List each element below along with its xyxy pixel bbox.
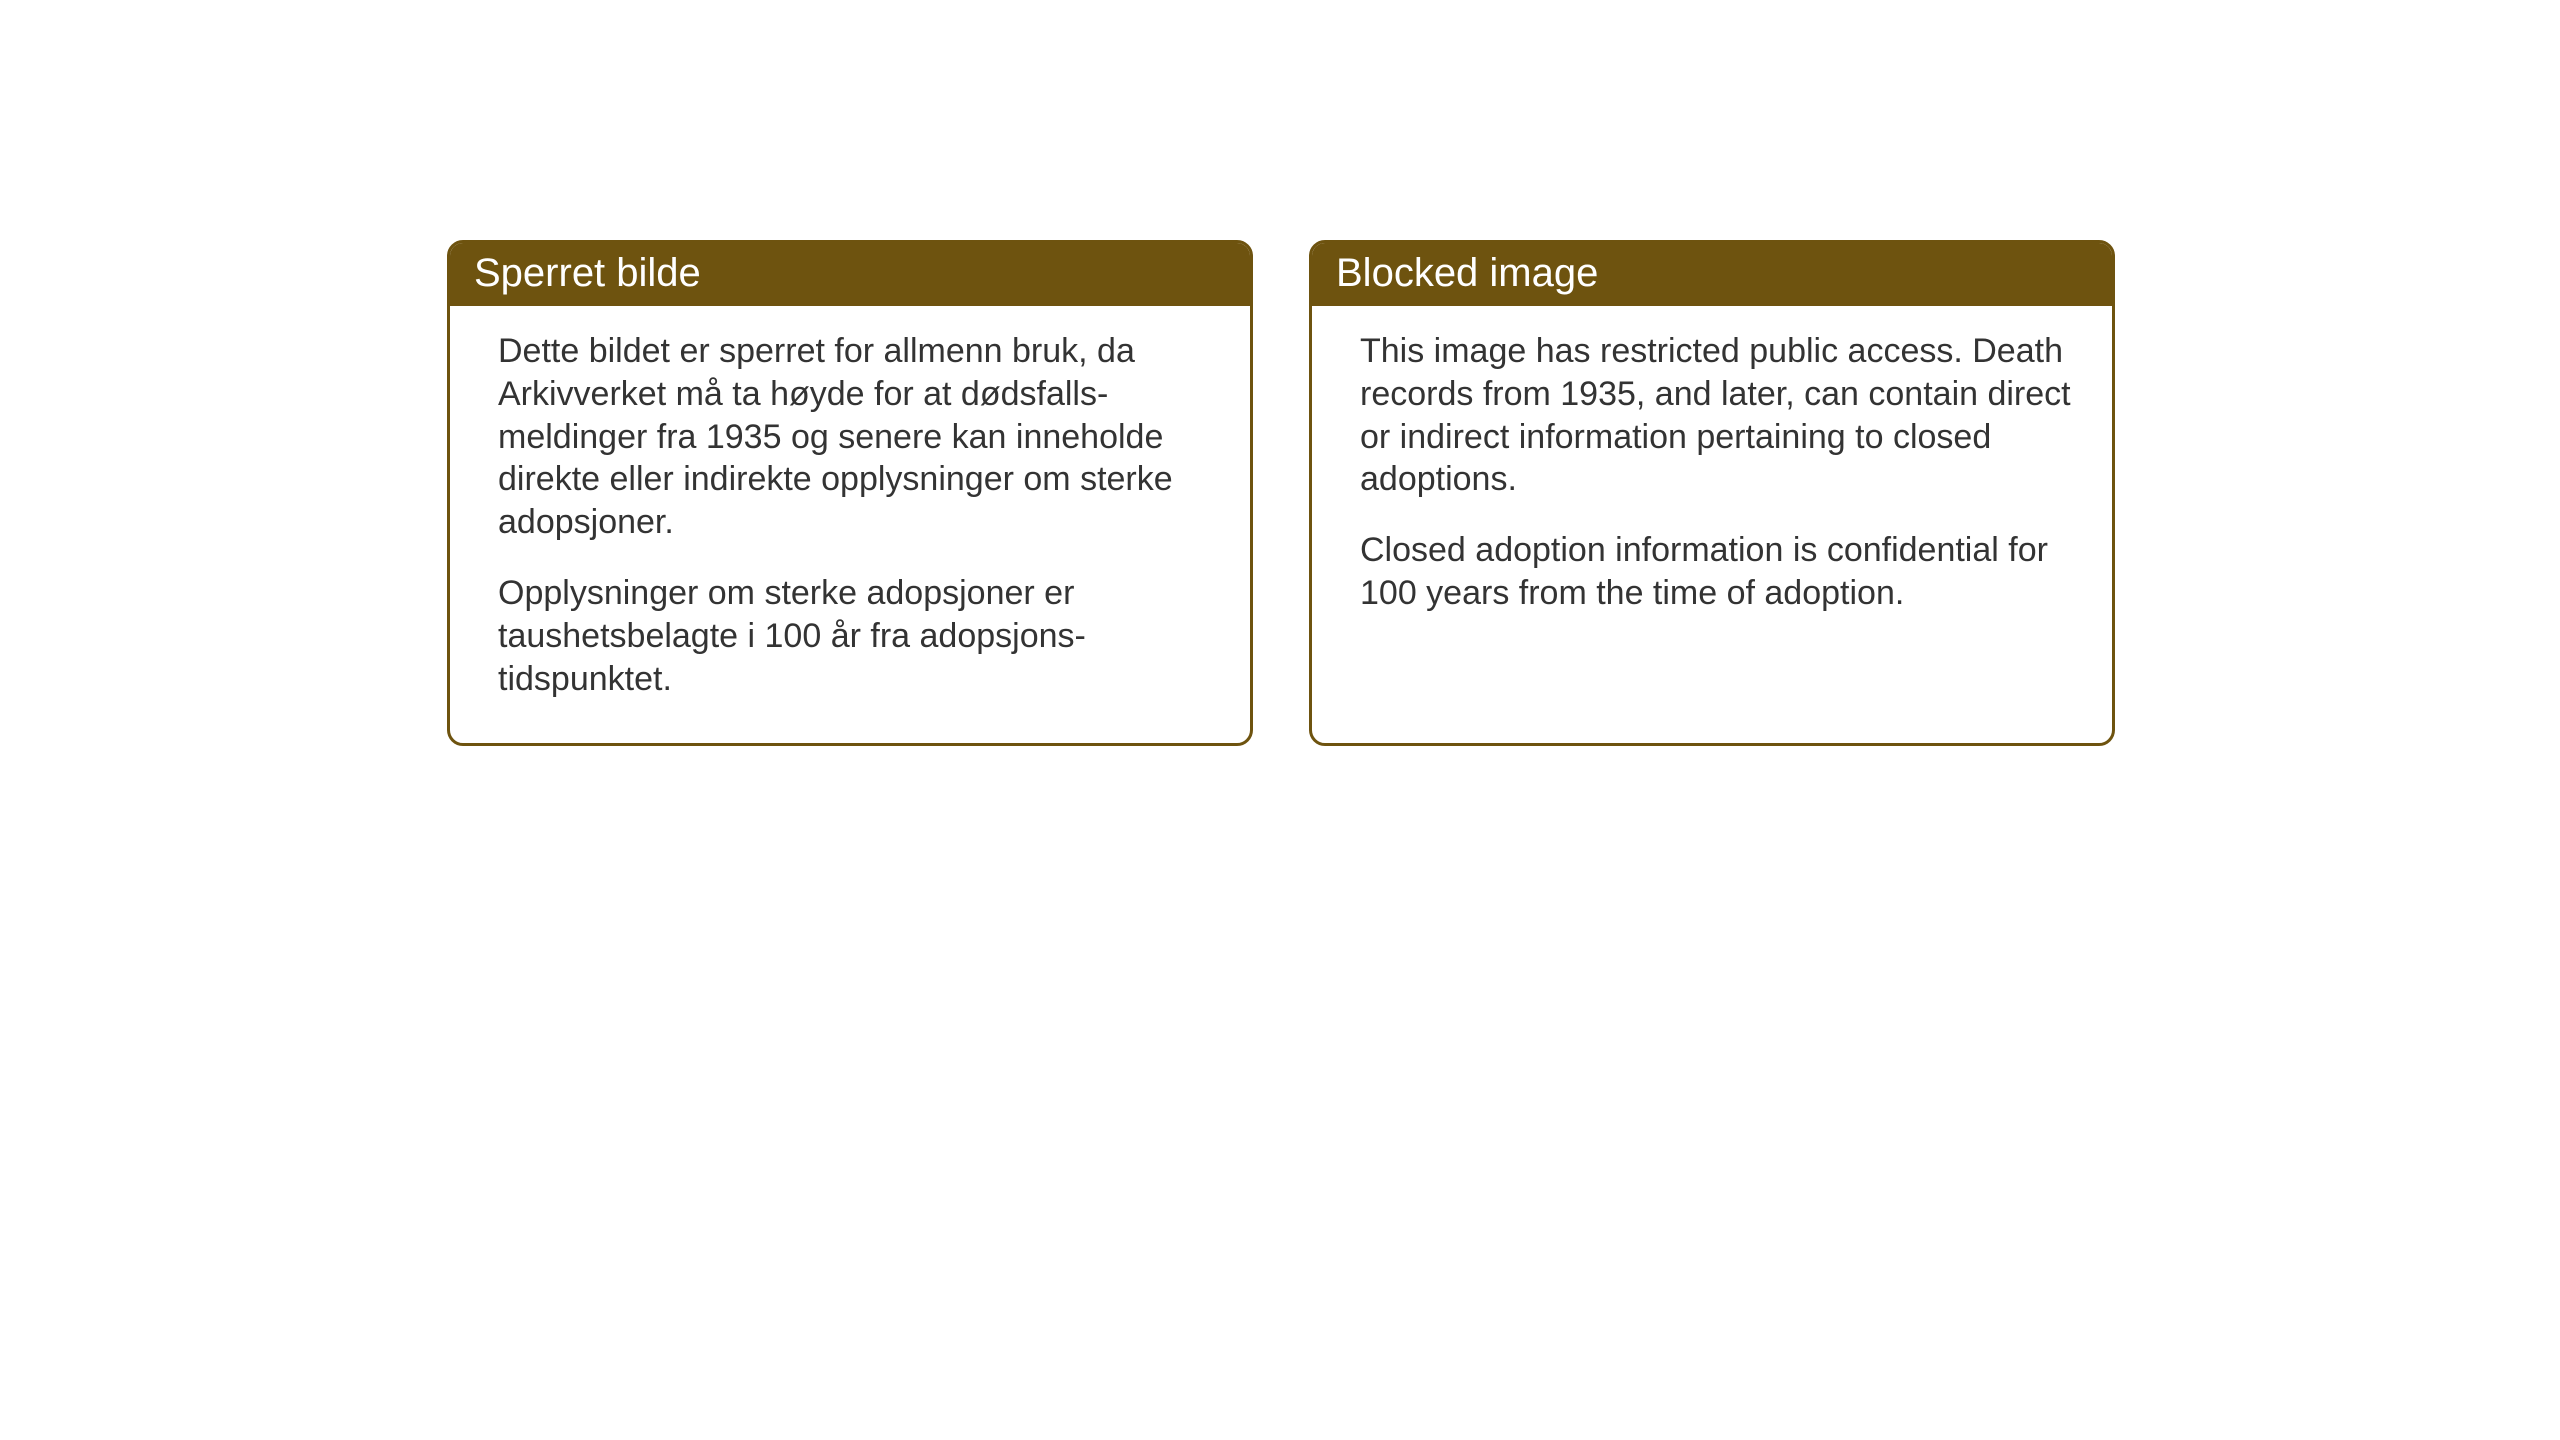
panel-norwegian: Sperret bilde Dette bildet er sperret fo…: [447, 240, 1253, 746]
panel-english: Blocked image This image has restricted …: [1309, 240, 2115, 746]
panel-norwegian-title: Sperret bilde: [474, 251, 701, 295]
panel-norwegian-header: Sperret bilde: [450, 243, 1250, 306]
panel-english-para1: This image has restricted public access.…: [1360, 330, 2076, 501]
panel-norwegian-para1: Dette bildet er sperret for allmenn bruk…: [498, 330, 1214, 544]
panel-norwegian-para2: Opplysninger om sterke adopsjoner er tau…: [498, 572, 1214, 700]
panel-english-para2: Closed adoption information is confident…: [1360, 529, 2076, 615]
panel-english-header: Blocked image: [1312, 243, 2112, 306]
panel-english-body: This image has restricted public access.…: [1312, 306, 2112, 695]
panel-norwegian-body: Dette bildet er sperret for allmenn bruk…: [450, 306, 1250, 743]
panels-container: Sperret bilde Dette bildet er sperret fo…: [447, 240, 2115, 746]
panel-english-title: Blocked image: [1336, 251, 1598, 295]
